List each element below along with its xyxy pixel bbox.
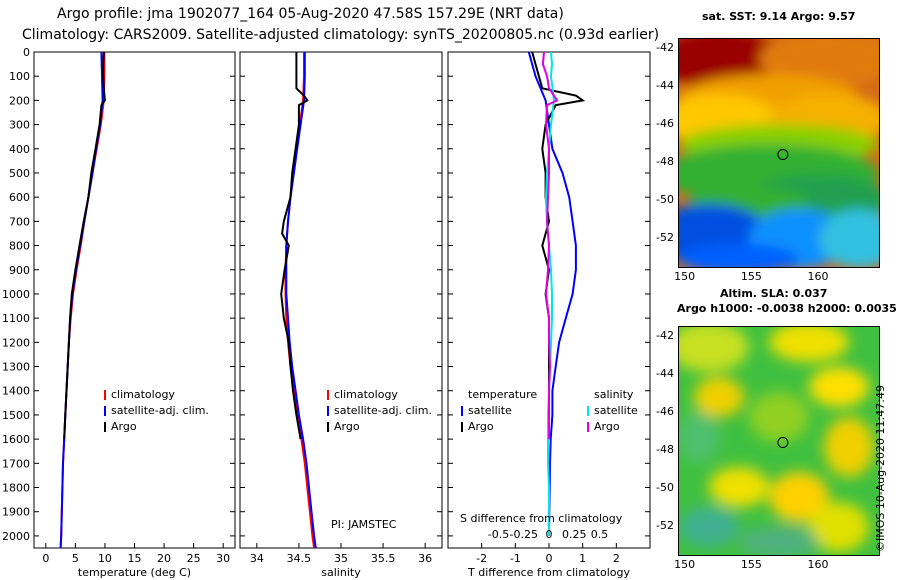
depth-tick-label: 1700 <box>2 457 30 470</box>
imos-credit: ©IMOS 10-Aug-2020 11:47:49 <box>874 385 887 552</box>
x-tick-label: 36 <box>418 552 432 565</box>
depth-tick-label: 800 <box>9 240 30 253</box>
sla-map-svg <box>679 327 879 555</box>
legend-label: satellite <box>468 404 512 417</box>
depth-tick-label: 1300 <box>2 361 30 374</box>
map-lat-tick-label: -52 <box>656 518 674 532</box>
x-tick-label: 0 <box>546 552 553 565</box>
map-lon-tick-label: 150 <box>674 270 696 283</box>
depth-tick-label: 500 <box>9 167 30 180</box>
map-lon-tick-label: 150 <box>674 558 696 571</box>
profile-line-s-satellite <box>544 51 556 536</box>
sst-map-title: sat. SST: 9.14 Argo: 9.57 <box>702 10 856 23</box>
sla-map-title-line2: Argo h1000: -0.0038 h2000: 0.0035 <box>677 302 897 315</box>
depth-tick-label: 1200 <box>2 336 30 349</box>
depth-tick-label: 0 <box>23 46 30 59</box>
x-tick-label: 5 <box>72 552 79 565</box>
depth-tick-label: 200 <box>9 94 30 107</box>
map-lon-tick-label: 155 <box>740 270 762 283</box>
legend-heading: temperature <box>468 388 537 401</box>
depth-tick-label: 600 <box>9 191 30 204</box>
depth-tick-label: 300 <box>9 119 30 132</box>
depth-tick-label: 1800 <box>2 482 30 495</box>
map-lat-tick-label: -44 <box>656 78 674 92</box>
depth-tick-label: 1400 <box>2 385 30 398</box>
argo-location-marker <box>777 437 789 449</box>
map-lat-tick-label: -42 <box>656 328 674 342</box>
map-lat-tick-label: -50 <box>656 480 674 494</box>
depth-tick-label: 1000 <box>2 288 30 301</box>
secondary-x-tick-label: -0.5 <box>488 528 509 541</box>
pi-annotation: PI: JAMSTEC <box>331 518 397 531</box>
legend-label: climatology <box>334 388 398 401</box>
sla-map <box>678 326 880 556</box>
sla-map-title-line1: Altim. SLA: 0.037 <box>720 287 828 300</box>
legend-label: Argo <box>594 420 620 433</box>
x-tick-label: -1 <box>510 552 521 565</box>
secondary-x-tick-label: -0.25 <box>510 528 538 541</box>
map-lat-tick-label: -42 <box>656 40 674 54</box>
legend-heading: salinity <box>594 388 634 401</box>
x-axis-label: temperature (deg C) <box>78 566 191 579</box>
map-lat-tick-label: -48 <box>656 442 674 456</box>
secondary-x-tick-label: 0 <box>546 528 553 541</box>
x-tick-label: 1 <box>579 552 586 565</box>
profile-line-argo <box>280 52 309 440</box>
x-axis-label: T difference from climatology <box>467 566 630 579</box>
map-lat-tick-label: -50 <box>656 192 674 206</box>
map-lon-tick-label: 155 <box>740 558 762 571</box>
map-lat-tick-label: -52 <box>656 230 674 244</box>
x-tick-label: 20 <box>157 552 171 565</box>
x-tick-label: 35.5 <box>371 552 396 565</box>
depth-tick-label: 1100 <box>2 312 30 325</box>
legend-label: satellite <box>594 404 638 417</box>
secondary-x-tick-label: 0.5 <box>591 528 609 541</box>
profile-plots: 0100200300400500600700800900100011001200… <box>2 46 651 579</box>
x-tick-label: -2 <box>476 552 487 565</box>
argo-location-marker <box>777 149 789 161</box>
legend-label: satellite-adj. clim. <box>334 404 432 417</box>
x-tick-label: 2 <box>613 552 620 565</box>
x-tick-label: 35 <box>334 552 348 565</box>
legend-label: satellite-adj. clim. <box>111 404 209 417</box>
x-tick-label: 30 <box>216 552 230 565</box>
x-tick-label: 34 <box>250 552 264 565</box>
depth-tick-label: 1900 <box>2 506 30 519</box>
depth-tick-label: 2000 <box>2 530 30 543</box>
legend-label: climatology <box>111 388 175 401</box>
profile-line-satellite-adj-clim- <box>285 52 317 549</box>
map-lat-tick-label: -46 <box>656 116 674 130</box>
legend-label: Argo <box>111 420 137 433</box>
x-tick-label: 10 <box>98 552 112 565</box>
map-lat-tick-label: -46 <box>656 404 674 418</box>
depth-tick-label: 1600 <box>2 433 30 446</box>
x-axis-label: salinity <box>321 566 361 579</box>
plot-title-line2: Climatology: CARS2009. Satellite-adjuste… <box>22 27 660 43</box>
x-tick-label: 25 <box>187 552 201 565</box>
x-tick-label: 34.5 <box>287 552 312 565</box>
profile-line-argo <box>63 51 106 440</box>
legend-label: Argo <box>468 420 494 433</box>
legend-label: Argo <box>334 420 360 433</box>
depth-tick-label: 400 <box>9 143 30 156</box>
depth-tick-label: 100 <box>9 70 30 83</box>
x-tick-label: 0 <box>42 552 49 565</box>
map-lat-tick-label: -44 <box>656 366 674 380</box>
secondary-x-tick-label: 0.25 <box>562 528 587 541</box>
depth-tick-label: 900 <box>9 264 30 277</box>
plot-frame <box>33 51 236 549</box>
sst-map <box>678 38 880 268</box>
sst-map-svg <box>679 39 879 267</box>
map-lon-tick-label: 160 <box>807 558 829 571</box>
plot-title-line1: Argo profile: jma 1902077_164 05-Aug-202… <box>57 6 564 22</box>
map-lat-tick-label: -48 <box>656 154 674 168</box>
secondary-x-axis-label: S difference from climatology <box>460 512 623 525</box>
map-lon-tick-label: 160 <box>807 270 829 283</box>
depth-tick-label: 700 <box>9 215 30 228</box>
plot-frame <box>239 51 443 549</box>
x-tick-label: 15 <box>128 552 142 565</box>
depth-tick-label: 1500 <box>2 409 30 422</box>
profile-line-s-argo <box>541 51 559 440</box>
